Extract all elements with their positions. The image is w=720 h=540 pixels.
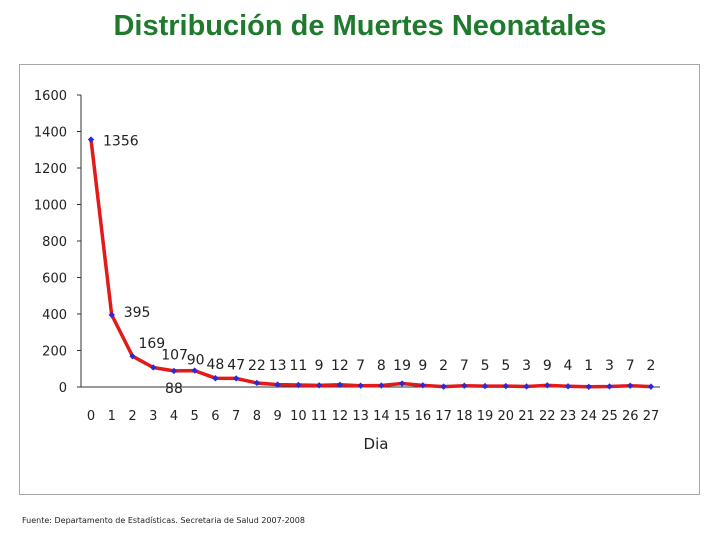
data-point <box>336 381 344 389</box>
data-point <box>627 382 634 389</box>
data-label: 169 <box>138 336 165 352</box>
data-label: 22 <box>248 358 266 374</box>
data-label: 12 <box>331 358 349 374</box>
data-label: 2 <box>647 358 656 374</box>
y-tick-label: 1400 <box>34 126 67 141</box>
data-point <box>357 382 364 389</box>
x-tick-label: 23 <box>560 409 577 424</box>
x-tick-label: 27 <box>643 409 660 424</box>
y-tick-label: 200 <box>42 345 67 360</box>
data-point <box>274 381 281 388</box>
x-tick-label: 19 <box>477 409 494 424</box>
y-tick-label: 1200 <box>34 162 67 177</box>
x-tick-label: 8 <box>253 409 261 424</box>
x-tick-label: 20 <box>498 409 515 424</box>
data-label: 395 <box>124 305 151 321</box>
data-point <box>232 375 240 382</box>
series-line <box>89 139 652 389</box>
x-tick-label: 17 <box>435 409 452 424</box>
x-tick-label: 6 <box>211 409 219 424</box>
data-label: 5 <box>481 358 490 374</box>
x-tick-label: 13 <box>352 409 369 424</box>
data-point <box>129 352 136 360</box>
data-point <box>87 136 95 143</box>
data-label: 88 <box>165 381 183 397</box>
x-tick-label: 4 <box>170 409 178 424</box>
page-title: Distribución de Muertes Neonatales <box>113 10 607 42</box>
y-tick-label: 0 <box>59 381 67 396</box>
data-label: 7 <box>626 358 635 374</box>
y-tick-label: 400 <box>42 308 67 323</box>
data-point <box>523 383 530 390</box>
x-tick-label: 25 <box>601 409 618 424</box>
data-label: 4 <box>564 358 573 374</box>
data-point <box>108 311 115 319</box>
data-point <box>253 379 261 387</box>
x-tick-label: 2 <box>128 409 136 424</box>
data-point <box>440 383 447 390</box>
data-label: 48 <box>207 357 225 373</box>
data-label: 2 <box>439 358 448 374</box>
data-label: 90 <box>187 353 205 369</box>
x-tick-label: 10 <box>290 409 307 424</box>
x-tick-label: 11 <box>311 409 328 424</box>
y-tick-label: 1000 <box>34 199 67 214</box>
data-label: 1356 <box>103 134 139 150</box>
x-tick-label: 7 <box>232 409 240 424</box>
data-label: 11 <box>289 358 307 374</box>
data-label: 9 <box>418 358 427 374</box>
x-tick-label: 18 <box>456 409 473 424</box>
data-label: 9 <box>543 358 552 374</box>
data-point <box>378 382 385 389</box>
x-tick-label: 24 <box>580 409 597 424</box>
y-tick-label: 800 <box>42 235 67 250</box>
data-label: 8 <box>377 358 386 374</box>
data-label: 9 <box>315 358 324 374</box>
data-label: 1 <box>584 358 593 374</box>
data-point <box>212 375 219 382</box>
data-label: 19 <box>393 358 411 374</box>
data-label: 7 <box>356 358 365 374</box>
x-tick-label: 3 <box>149 409 157 424</box>
x-tick-label: 21 <box>518 409 535 424</box>
x-tick-label: 14 <box>373 409 390 424</box>
data-point <box>647 383 655 390</box>
data-point <box>150 364 157 371</box>
data-point <box>461 382 468 389</box>
x-tick-label: 5 <box>191 409 199 424</box>
data-point <box>170 367 178 375</box>
chart-frame: 0 200 400 600 800 1000 1200 1400 1600 0 1 2 3 4 5 6 7 8 9 1… <box>19 64 700 495</box>
data-label: 107 <box>161 347 188 363</box>
x-tick-label: 26 <box>622 409 639 424</box>
x-tick-label: 15 <box>394 409 411 424</box>
y-tick-label: 1600 <box>34 89 67 104</box>
data-point <box>315 382 323 389</box>
data-label: 3 <box>522 358 531 374</box>
data-point <box>585 383 592 391</box>
x-tick-label: 0 <box>87 409 95 424</box>
data-point <box>502 382 509 390</box>
data-label: 47 <box>227 357 245 373</box>
data-point <box>191 367 198 374</box>
x-tick-label: 12 <box>332 409 349 424</box>
x-tick-label: 1 <box>108 409 116 424</box>
data-label: 3 <box>605 358 614 374</box>
data-point <box>398 380 406 387</box>
data-point <box>419 382 427 389</box>
x-tick-label: 22 <box>539 409 556 424</box>
source-note: Fuente: Departamento de Estadísticas. Se… <box>22 516 305 525</box>
data-label: 7 <box>460 358 469 374</box>
data-label: 5 <box>501 358 510 374</box>
data-label: 13 <box>269 358 287 374</box>
x-tick-label: 16 <box>415 409 432 424</box>
data-point <box>481 382 489 390</box>
data-point <box>544 382 551 389</box>
x-tick-label: 9 <box>274 409 282 424</box>
data-point <box>295 381 302 389</box>
data-point <box>606 383 613 390</box>
x-axis-title: Dia <box>364 435 389 453</box>
data-point <box>564 383 572 390</box>
y-tick-label: 600 <box>42 272 67 287</box>
